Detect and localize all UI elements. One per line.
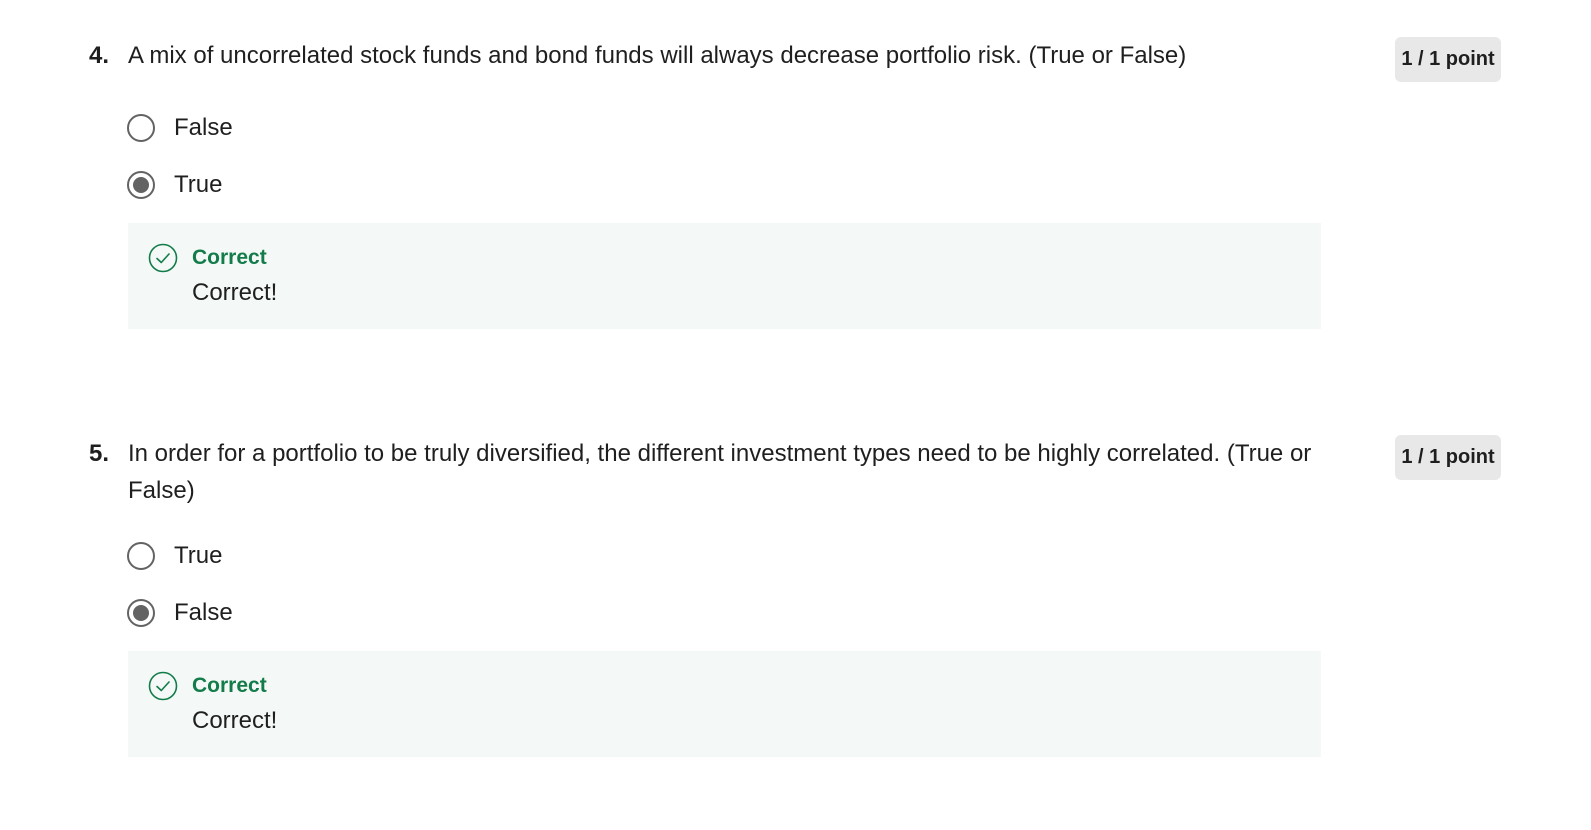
option-label: True — [174, 171, 223, 198]
feedback-box: Correct Correct! — [128, 223, 1321, 329]
option-label: False — [174, 599, 233, 626]
radio-unselected[interactable] — [127, 542, 155, 570]
option-false[interactable]: False — [127, 596, 233, 630]
points-badge: 1 / 1 point — [1395, 435, 1501, 480]
feedback-title: Correct — [192, 674, 267, 697]
question-text: A mix of uncorrelated stock funds and bo… — [128, 42, 1187, 69]
feedback-title: Correct — [192, 246, 267, 269]
radio-selected[interactable] — [127, 599, 155, 627]
question-number: 4. — [89, 42, 110, 69]
radio-selected[interactable] — [127, 171, 155, 199]
question-text: In order for a portfolio to be truly div… — [128, 440, 1312, 504]
option-true[interactable]: True — [127, 168, 222, 202]
option-true[interactable]: True — [127, 539, 222, 573]
option-label: False — [174, 114, 233, 141]
feedback-text: Correct! — [192, 707, 278, 734]
check-circle-icon — [148, 243, 178, 273]
feedback-box: Correct Correct! — [128, 651, 1321, 757]
radio-unselected[interactable] — [127, 114, 155, 142]
feedback-text: Correct! — [192, 279, 278, 306]
option-false[interactable]: False — [127, 111, 233, 145]
points-badge: 1 / 1 point — [1395, 37, 1501, 82]
question-number: 5. — [89, 440, 110, 467]
check-circle-icon — [148, 671, 178, 701]
option-label: True — [174, 542, 223, 569]
